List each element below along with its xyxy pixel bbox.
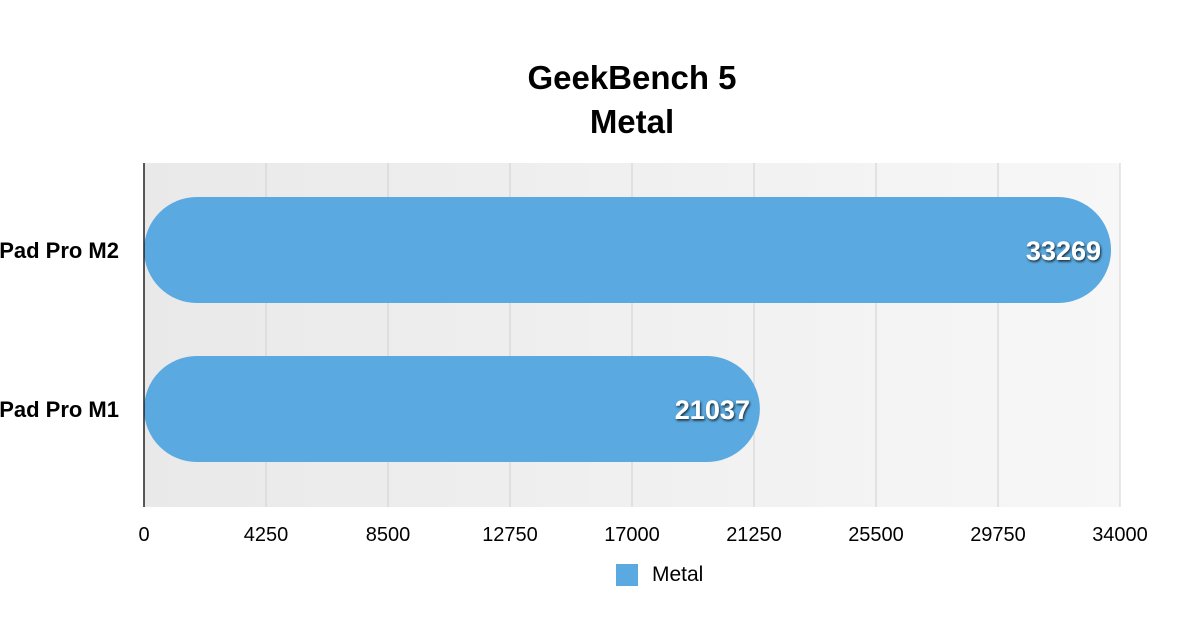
x-tick-label: 4250 xyxy=(244,524,289,546)
bar-value-label: 21037 xyxy=(675,395,750,425)
legend: Metal xyxy=(616,563,703,587)
x-tick-label: 8500 xyxy=(366,524,411,546)
legend-swatch xyxy=(616,564,638,586)
bar-value-label: 33269 xyxy=(1026,236,1101,266)
x-tick-label: 29750 xyxy=(970,524,1026,546)
bar xyxy=(144,356,760,462)
x-tick-label: 0 xyxy=(138,524,149,546)
y-tick-label: Pad Pro M1 xyxy=(0,397,119,422)
chart-title-line-1: GeekBench 5 xyxy=(527,59,737,96)
bar xyxy=(144,197,1112,303)
x-tick-label: 34000 xyxy=(1092,524,1148,546)
x-tick-label: 21250 xyxy=(726,524,782,546)
x-tick-label: 12750 xyxy=(482,524,538,546)
x-tick-label: 17000 xyxy=(604,524,660,546)
x-tick-label: 25500 xyxy=(848,524,904,546)
y-tick-label: Pad Pro M2 xyxy=(0,238,119,263)
chart-title: GeekBench 5 Metal xyxy=(0,56,1200,144)
chart-title-line-2: Metal xyxy=(589,103,675,140)
legend-label: Metal xyxy=(652,563,704,586)
